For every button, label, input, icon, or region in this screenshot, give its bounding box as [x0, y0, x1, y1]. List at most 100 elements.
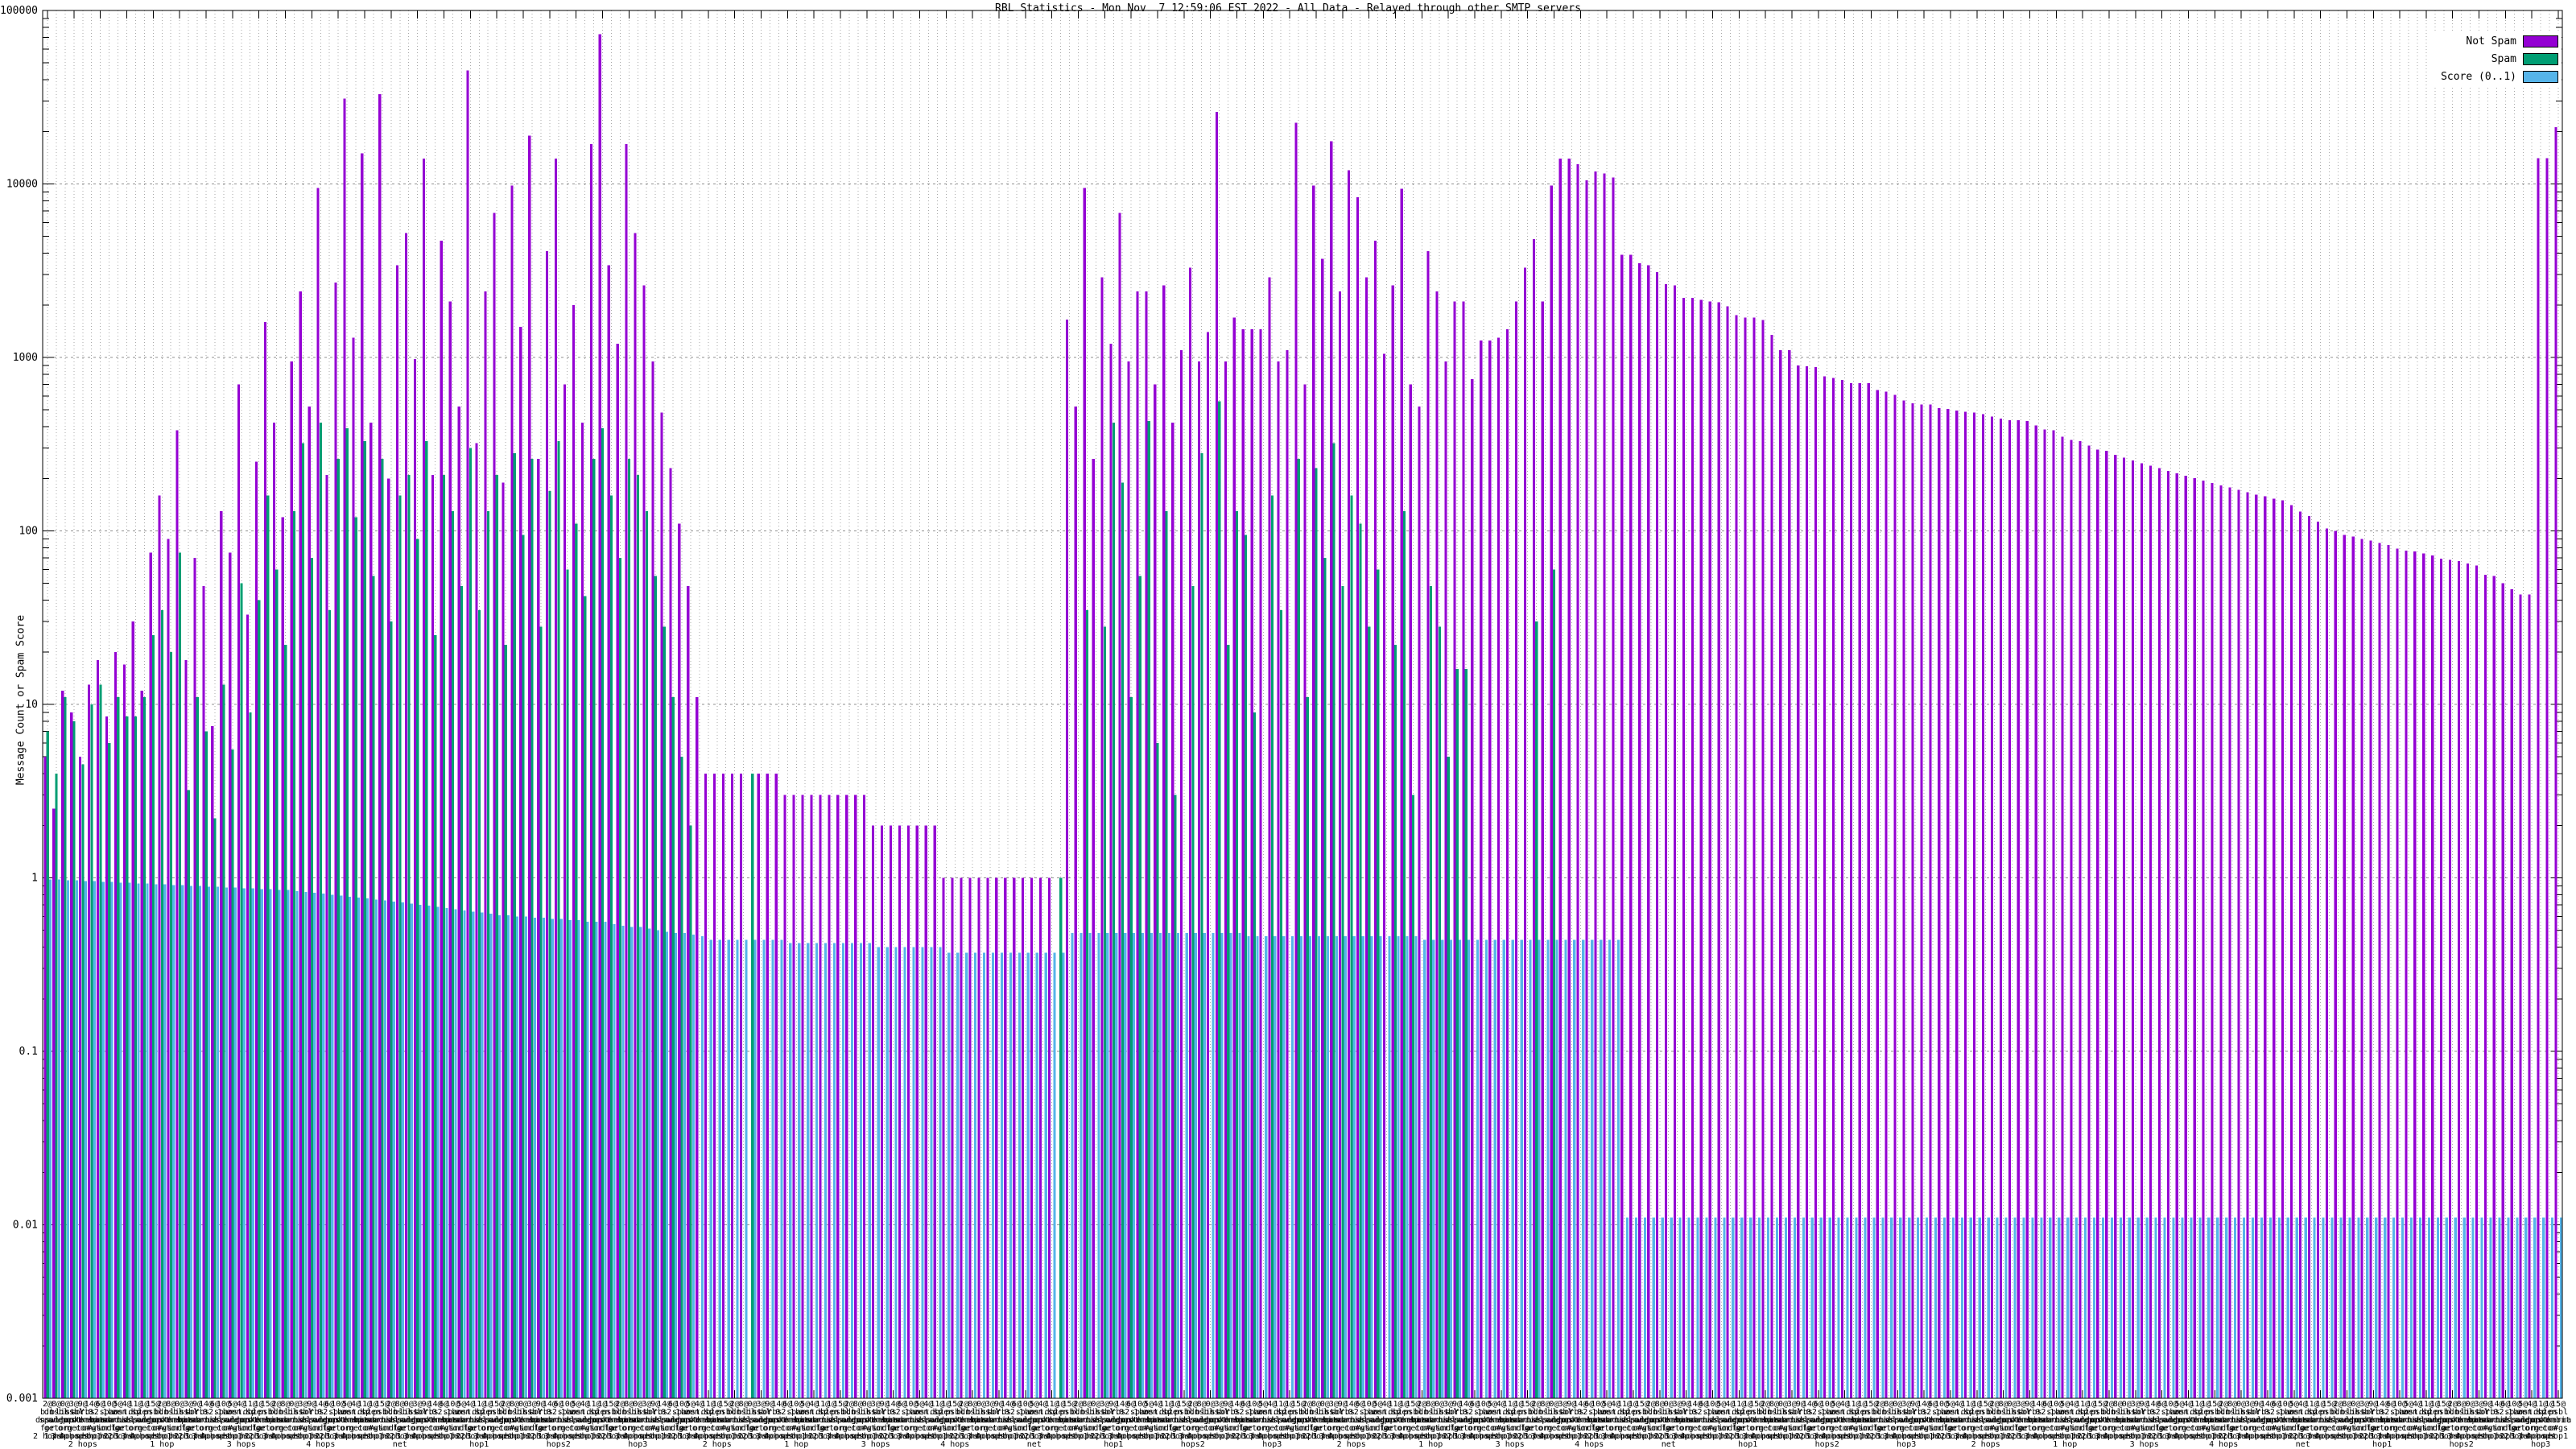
x-label-fragment: for [534, 1424, 548, 1433]
x-label-fragment: 15@ [2551, 1400, 2566, 1409]
x-label-fragment: uceprot [2162, 1416, 2196, 1425]
bar-spam [530, 459, 534, 1398]
bar-not-spam [2483, 574, 2487, 1398]
bar-spam [584, 596, 587, 1398]
x-label-fragment: imdla [167, 1424, 192, 1433]
bar-score [947, 952, 951, 1398]
x-label-fragment: dbl [2305, 1408, 2319, 1417]
x-label-fragment: hop3 [875, 1432, 894, 1441]
x-label-fragment: 1 hop [819, 1432, 844, 1441]
x-label-fragment: b.b [2216, 1408, 2231, 1417]
x-label-fragment: net [921, 1432, 935, 1441]
bar-not-spam [572, 305, 576, 1398]
x-label-fragment: 4@ [1381, 1400, 1391, 1409]
x-label-fragment: junkem [1909, 1416, 1938, 1425]
x-label-fragment: nsbl [1324, 1408, 1344, 1417]
x-label-fragment: junkem [1997, 1416, 2026, 1425]
x-label-fragment: getor [1736, 1424, 1760, 1433]
x-label-fragment: 1 hop [1418, 1440, 1443, 1449]
x-label-fragment: getor [2511, 1424, 2535, 1433]
bar-not-spam [1690, 298, 1694, 1399]
x-label-fragment: 1 hop [679, 1432, 703, 1441]
x-label-fragment: 3 hops [1460, 1432, 1489, 1441]
x-label-fragment: b.b [613, 1408, 627, 1417]
x-label-fragment: for [1591, 1424, 1605, 1433]
x-label-fragment: hops2 [159, 1432, 183, 1441]
bar-spam [134, 716, 138, 1398]
bar-spam [504, 645, 507, 1398]
bar-not-spam [1347, 170, 1351, 1399]
x-label-fragment: org [904, 1424, 919, 1433]
x-label-fragment: 3@ [413, 1400, 423, 1409]
x-label-fragment: net [357, 1432, 372, 1441]
bar-score [128, 882, 131, 1398]
x-label-fragment: sorbs. org [455, 1416, 503, 1425]
bar-score [1397, 936, 1400, 1398]
x-label-fragment: nsbl [1782, 1408, 1802, 1417]
x-label-fragment: 6@ [1928, 1400, 1938, 1409]
x-label-fragment: o#gs [2408, 1424, 2427, 1433]
x-label-fragment: dnsbl [1533, 1408, 1557, 1417]
legend-item-spam: Spam [2441, 50, 2558, 68]
bar-not-spam [2264, 496, 2267, 1398]
x-label-fragment: barracud [1235, 1416, 1274, 1425]
bar-score [2128, 1217, 2131, 1398]
bar-score [1124, 933, 1127, 1398]
bar-spam [1156, 742, 1159, 1398]
x-label-fragment: hostkarma [854, 1416, 898, 1425]
bar-score [1133, 933, 1136, 1398]
bar-not-spam [2422, 553, 2425, 1398]
x-label-fragment: 15@ [489, 1400, 504, 1409]
bar-score [463, 910, 466, 1398]
x-label-fragment: 9@ [1338, 1400, 1348, 1409]
bar-not-spam [2440, 559, 2443, 1398]
x-label-fragment: junkem [2174, 1416, 2202, 1425]
bar-score [1582, 939, 1585, 1398]
x-label-fragment: 3 hops [121, 1432, 150, 1441]
x-label-fragment: spamh [2115, 1416, 2139, 1425]
x-label-fragment: hop1 [2372, 1440, 2392, 1449]
x-label-fragment: 1 hop [2370, 1432, 2394, 1441]
bar-score [260, 889, 263, 1398]
x-label-fragment: 9@ [2254, 1400, 2264, 1409]
x-label-fragment: dnswl [1092, 1416, 1117, 1425]
bar-score [2058, 1217, 2061, 1398]
x-label-fragment: 11@ [357, 1400, 372, 1409]
x-label-fragment: host [2399, 1408, 2418, 1417]
x-label-fragment: zen.sp [1029, 1408, 1058, 1417]
x-label-fragment: net [146, 1432, 160, 1441]
x-label-fragment: hostkarma [149, 1416, 192, 1425]
bar-score [481, 912, 484, 1398]
x-label-fragment: getor [397, 1424, 421, 1433]
bar-not-spam [1330, 141, 1333, 1398]
bar-spam [1129, 697, 1133, 1398]
x-label-fragment: hostkarma [2264, 1416, 2307, 1425]
x-label-fragment: sorbs. org [543, 1416, 592, 1425]
x-label-fragment: o#gs [2196, 1424, 2215, 1433]
x-label-fragment: b.b [842, 1408, 857, 1417]
x-label-fragment: 1 hop [538, 1432, 562, 1441]
x-label-fragment: 3 hops [2447, 1432, 2476, 1441]
bar-score [771, 939, 774, 1398]
x-label-fragment: 5@ [686, 1400, 696, 1409]
bar-score [2277, 1217, 2281, 1398]
x-label-fragment: 2@ [2219, 1400, 2228, 1409]
x-label-fragment: junkem [852, 1416, 881, 1425]
x-label-fragment: net [287, 1432, 301, 1441]
x-label-fragment: com [76, 1424, 90, 1433]
x-label-fragment: imdla [2423, 1424, 2447, 1433]
x-label-fragment: b.b [728, 1408, 742, 1417]
x-label-fragment: org [2384, 1424, 2398, 1433]
x-label-fragment: host [337, 1408, 357, 1417]
bar-not-spam [2528, 594, 2531, 1398]
x-label-fragment: 2 hops [2077, 1432, 2106, 1441]
x-label-fragment: list [857, 1408, 877, 1417]
bar-not-spam [2211, 482, 2214, 1398]
x-label-fragment: 3@ [2359, 1400, 2369, 1409]
bar-not-spam [1224, 361, 1227, 1399]
x-label-fragment: 1 hop [749, 1432, 773, 1441]
x-label-fragment: com [1414, 1424, 1429, 1433]
x-label-fragment: 1 hop [467, 1432, 491, 1441]
bar-spam [204, 731, 208, 1398]
x-label-fragment: zen.sp [2059, 1408, 2088, 1417]
